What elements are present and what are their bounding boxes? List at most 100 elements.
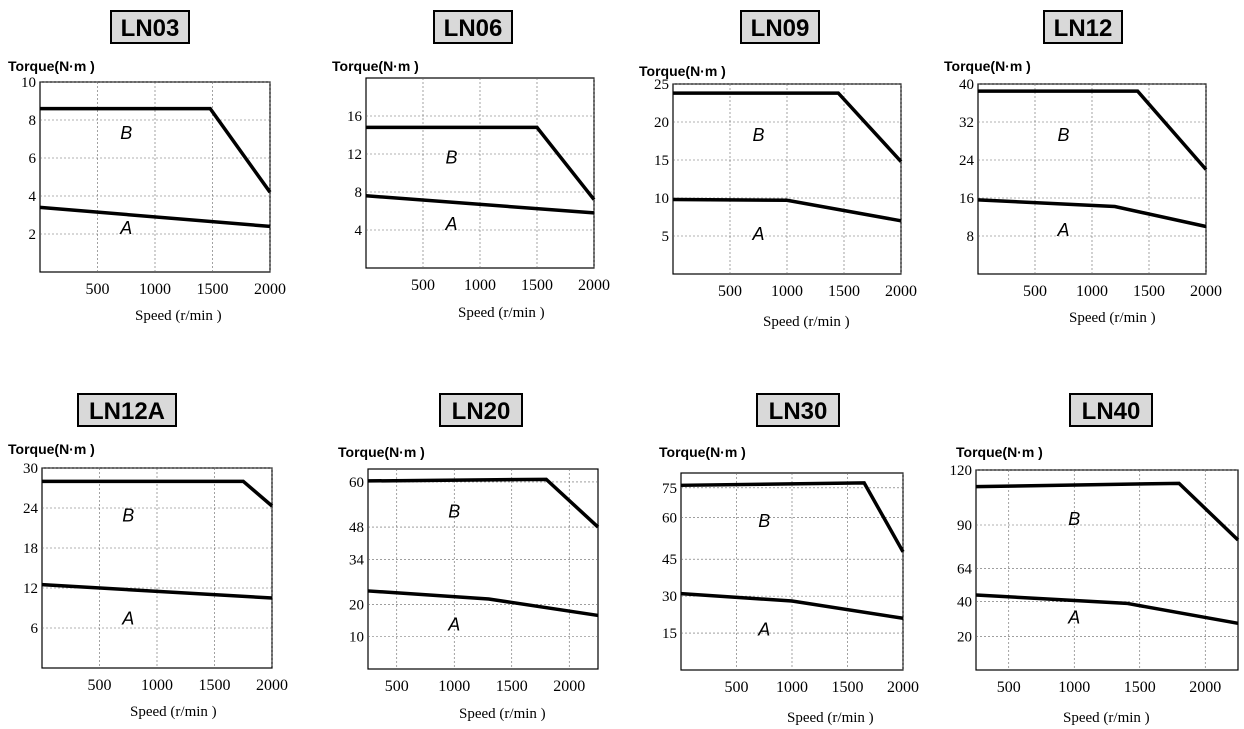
y-tick-label: 16 — [959, 191, 975, 207]
x-axis-label: Speed (r/min ) — [787, 710, 874, 726]
y-tick-label: 40 — [959, 77, 974, 93]
x-tick-label: 2000 — [1190, 283, 1222, 300]
x-tick-label: 1000 — [1076, 283, 1108, 300]
y-tick-label: 6 — [31, 621, 39, 637]
x-tick-label: 1500 — [197, 281, 229, 298]
y-tick-label: 64 — [957, 561, 973, 577]
x-tick-label: 1000 — [1058, 679, 1090, 696]
series-line-B — [680, 481, 905, 553]
chart-title: LN12A — [77, 393, 177, 427]
x-axis-label: Speed (r/min ) — [459, 706, 546, 722]
region-label-A: A — [119, 218, 132, 238]
y-tick-label: 8 — [355, 185, 363, 201]
y-tick-label: 12 — [347, 147, 362, 163]
x-tick-label: 1000 — [776, 679, 808, 696]
plot-area: 500 1000 1500 2000 15 30 45 60 75 B A — [662, 472, 919, 696]
y-tick-label: 15 — [662, 626, 677, 642]
y-tick-label: 2 — [29, 227, 37, 243]
y-tick-label: 20 — [957, 630, 972, 646]
x-tick-label: 500 — [725, 679, 749, 696]
y-axis-label: Torque(N·m ) — [639, 63, 726, 79]
x-tick-label: 500 — [385, 678, 409, 695]
x-tick-label: 1000 — [141, 677, 173, 694]
chart-title: LN30 — [756, 393, 840, 427]
y-tick-label: 15 — [654, 153, 669, 169]
x-tick-label: 2000 — [254, 281, 286, 298]
region-label-B: B — [122, 505, 134, 525]
x-tick-label: 1500 — [1124, 679, 1156, 696]
y-tick-label: 10 — [654, 191, 669, 207]
chart-title: LN09 — [740, 10, 820, 44]
y-tick-label: 8 — [29, 113, 37, 129]
x-tick-label: 1500 — [199, 677, 231, 694]
y-tick-label: 25 — [654, 77, 669, 93]
region-label-A: A — [751, 224, 764, 244]
region-label-B: B — [445, 148, 457, 168]
x-tick-label: 1500 — [832, 679, 864, 696]
series-line-A — [365, 194, 595, 215]
y-tick-label: 20 — [349, 597, 364, 613]
y-tick-label: 20 — [654, 115, 669, 131]
x-tick-label: 2000 — [256, 677, 288, 694]
y-tick-label: 45 — [662, 552, 677, 568]
chart-title: LN20 — [439, 393, 523, 427]
series-line-B — [978, 89, 1208, 171]
plot-frame — [367, 468, 599, 670]
y-tick-label: 120 — [950, 463, 973, 479]
x-tick-label: 2000 — [885, 283, 917, 300]
region-label-B: B — [1057, 125, 1069, 145]
y-tick-label: 60 — [662, 510, 677, 526]
y-axis-label: Torque(N·m ) — [956, 444, 1043, 460]
x-tick-label: 1500 — [521, 277, 553, 294]
x-tick-label: 2000 — [578, 277, 610, 294]
series-line-A — [41, 582, 273, 600]
x-tick-label: 1500 — [828, 283, 860, 300]
y-tick-label: 34 — [349, 552, 365, 568]
region-label-B: B — [752, 125, 764, 145]
series-line-A — [977, 198, 1207, 229]
x-tick-label: 1000 — [438, 678, 470, 695]
x-tick-label: 2000 — [887, 679, 919, 696]
region-label-A: A — [1056, 220, 1069, 240]
x-tick-label: 1000 — [464, 277, 496, 294]
series-line-B — [366, 125, 596, 201]
y-axis-label: Torque(N·m ) — [944, 58, 1031, 74]
x-tick-label: 2000 — [1189, 679, 1221, 696]
series-line-A — [672, 197, 902, 223]
y-tick-label: 10 — [21, 75, 36, 91]
chart-title: LN06 — [433, 10, 513, 44]
region-label-B: B — [758, 511, 770, 531]
x-tick-label: 500 — [86, 281, 110, 298]
y-tick-label: 18 — [23, 541, 38, 557]
plot-area: 500 1000 1500 2000 10 20 34 48 60 B A — [349, 468, 600, 695]
region-label-A: A — [447, 614, 460, 634]
y-axis-label: Torque(N·m ) — [8, 58, 95, 74]
y-tick-label: 30 — [23, 461, 38, 477]
series-line-B — [367, 477, 600, 529]
y-tick-label: 32 — [959, 115, 974, 131]
x-tick-label: 500 — [88, 677, 112, 694]
x-axis-label: Speed (r/min ) — [458, 305, 545, 321]
y-tick-label: 12 — [23, 581, 38, 597]
x-tick-label: 500 — [997, 679, 1021, 696]
x-axis-label: Speed (r/min ) — [130, 704, 217, 720]
x-tick-label: 500 — [718, 283, 742, 300]
y-axis-label: Torque(N·m ) — [332, 58, 419, 74]
y-tick-label: 24 — [959, 153, 975, 169]
region-label-B: B — [1068, 509, 1080, 529]
plot-area: 500 1000 1500 2000 20 40 64 90 120 B A — [950, 463, 1240, 696]
region-label-B: B — [448, 501, 460, 521]
plot-area: 500 1000 1500 2000 5 10 15 20 25 B A — [654, 77, 917, 300]
plot-area: 500 1000 1500 2000 6 12 18 24 30 B A — [23, 461, 288, 694]
x-tick-label: 500 — [411, 277, 435, 294]
region-label-A: A — [444, 214, 457, 234]
plot-frame — [975, 469, 1239, 671]
series-line-A — [680, 591, 904, 621]
y-tick-label: 40 — [957, 595, 972, 611]
x-axis-label: Speed (r/min ) — [1063, 710, 1150, 726]
plot-area: 500 1000 1500 2000 2 4 6 8 10 B A — [21, 75, 286, 298]
y-tick-label: 5 — [662, 229, 670, 245]
y-tick-label: 8 — [967, 229, 975, 245]
chart-title: LN12 — [1043, 10, 1123, 44]
series-line-A — [367, 589, 599, 618]
